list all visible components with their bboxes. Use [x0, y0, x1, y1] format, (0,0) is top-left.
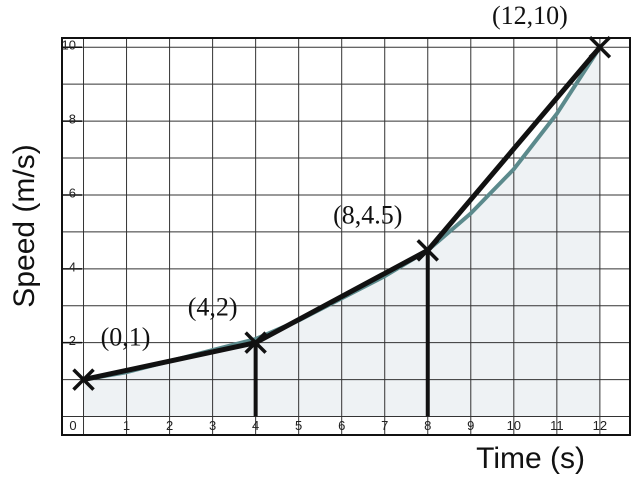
x-tick-label: 4 — [252, 418, 259, 433]
x-tick-label: 10 — [507, 418, 521, 433]
x-tick-label: 12 — [593, 418, 607, 433]
y-tick-label: 8 — [69, 112, 76, 127]
chord-line — [82, 45, 602, 383]
point-marker — [588, 35, 612, 59]
x-tick-label: 5 — [295, 418, 302, 433]
x-tick-label: 8 — [424, 418, 431, 433]
point-label: (4,2) — [188, 293, 238, 322]
x-tick-label: 2 — [166, 418, 173, 433]
y-tick-label: 10 — [62, 38, 76, 53]
point-label: (8,4.5) — [333, 200, 402, 229]
point-label: (12,10) — [492, 1, 568, 30]
y-tick-label: 6 — [69, 185, 76, 200]
y-tick-label: 2 — [69, 333, 76, 348]
x-tick-label: 1 — [123, 418, 130, 433]
point-label: (0,1) — [101, 323, 151, 352]
point-marker — [72, 368, 95, 391]
x-tick-label: 6 — [338, 418, 345, 433]
x-tick-label: 7 — [381, 418, 388, 433]
y-tick-label: 4 — [69, 259, 76, 274]
x-tick-label: 3 — [209, 418, 216, 433]
plot-frame — [61, 37, 631, 436]
x-tick-label: 0 — [69, 418, 76, 433]
point-marker — [244, 331, 267, 354]
y-axis-label: Speed (m/s) — [8, 144, 41, 307]
point-marker — [416, 239, 439, 262]
x-tick-label: 9 — [467, 418, 474, 433]
x-axis-label: Time (s) — [476, 442, 585, 475]
x-tick-label: 11 — [550, 418, 564, 433]
